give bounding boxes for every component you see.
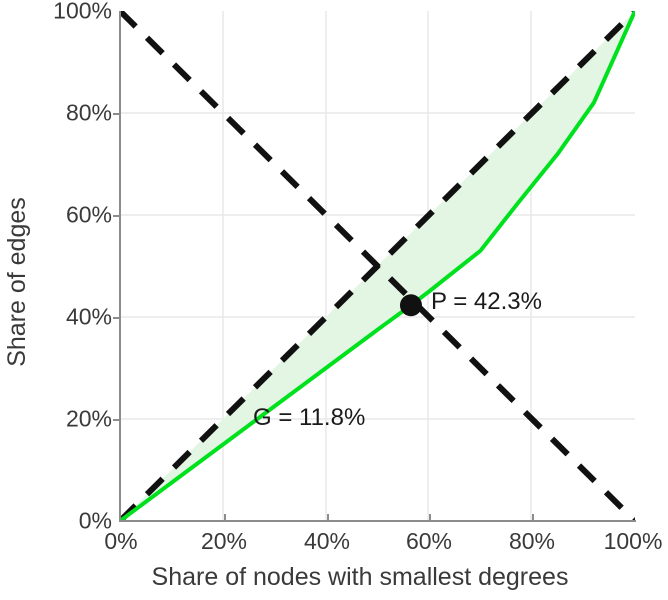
x-tick-label: 20% — [200, 528, 248, 554]
y-tick-label: 40% — [65, 303, 112, 330]
axis-spine-bottom — [120, 520, 636, 522]
y-tick-label: 60% — [65, 201, 112, 228]
plot-area — [120, 11, 635, 521]
annotation-p-label: P = 42.3% — [431, 288, 542, 315]
axis-spine-left — [119, 11, 121, 522]
x-tick-label: 60% — [405, 528, 453, 554]
x-axis-title: Share of nodes with smallest degrees — [151, 563, 569, 591]
x-tick-label: 80% — [508, 528, 556, 554]
x-tick-label: 0% — [104, 528, 138, 554]
y-tick-label: 80% — [65, 99, 112, 126]
y-tick-label: 20% — [65, 405, 112, 432]
p-marker-point — [399, 294, 422, 317]
y-axis-tick-labels: 100% 80% 60% 40% 20% 0% — [0, 0, 112, 540]
annotation-g-label: G = 11.8% — [253, 404, 366, 431]
x-tick-label: 100% — [603, 528, 663, 554]
y-tick-label: 0% — [78, 507, 112, 534]
lorenz-curve — [120, 11, 635, 521]
anti-diagonal-line — [120, 11, 635, 521]
x-tick-label: 40% — [303, 528, 351, 554]
y-tick-label: 100% — [53, 0, 112, 24]
